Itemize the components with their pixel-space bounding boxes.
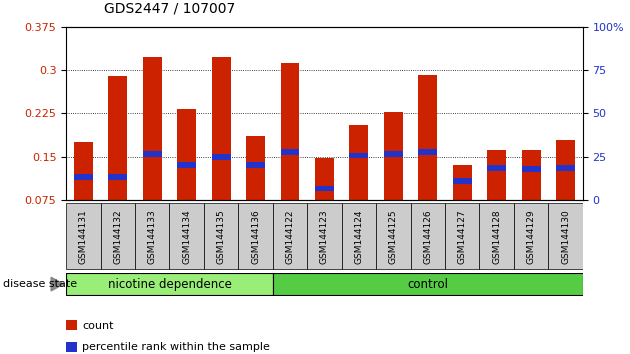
Text: count: count [82,321,113,331]
Bar [74,142,93,200]
Bar [487,165,506,171]
FancyBboxPatch shape [238,203,273,269]
FancyBboxPatch shape [204,203,238,269]
Bar [384,151,403,156]
Bar [315,185,334,191]
Bar [522,150,541,200]
Text: GSM144133: GSM144133 [148,209,157,264]
Text: percentile rank within the sample: percentile rank within the sample [82,342,270,352]
Text: GSM144127: GSM144127 [458,209,467,264]
Text: GDS2447 / 107007: GDS2447 / 107007 [104,2,235,16]
Bar [74,174,93,180]
FancyBboxPatch shape [411,203,445,269]
Text: GSM144132: GSM144132 [113,209,122,264]
Bar [280,149,299,155]
FancyBboxPatch shape [135,203,169,269]
Bar [556,141,575,200]
Text: GSM144122: GSM144122 [285,209,294,263]
Bar [384,112,403,200]
Bar [453,165,472,200]
FancyBboxPatch shape [445,203,479,269]
Text: GSM144135: GSM144135 [217,209,226,264]
Text: disease state: disease state [3,279,77,289]
Bar [418,149,437,155]
Bar [108,174,127,180]
FancyBboxPatch shape [169,203,204,269]
Bar [108,76,127,200]
FancyBboxPatch shape [307,203,341,269]
FancyBboxPatch shape [101,203,135,269]
FancyBboxPatch shape [273,273,583,295]
Bar [177,109,196,200]
Polygon shape [51,277,64,291]
Text: GSM144131: GSM144131 [79,209,88,264]
FancyBboxPatch shape [66,273,273,295]
Text: GSM144124: GSM144124 [355,209,364,263]
Text: control: control [407,278,449,291]
Text: GSM144130: GSM144130 [561,209,570,264]
Text: GSM144125: GSM144125 [389,209,398,264]
Text: nicotine dependence: nicotine dependence [108,278,231,291]
Bar [143,151,162,156]
Bar [246,162,265,168]
FancyBboxPatch shape [66,203,101,269]
FancyBboxPatch shape [376,203,411,269]
FancyBboxPatch shape [341,203,376,269]
Bar [246,136,265,200]
Text: GSM144126: GSM144126 [423,209,432,264]
Text: GSM144128: GSM144128 [492,209,501,264]
Bar [453,178,472,184]
Bar [315,158,334,200]
Bar [177,162,196,168]
Text: GSM144129: GSM144129 [527,209,536,264]
Bar [350,153,369,158]
Bar [280,63,299,200]
Bar [556,165,575,171]
FancyBboxPatch shape [548,203,583,269]
Text: GSM144134: GSM144134 [182,209,191,264]
Text: GSM144123: GSM144123 [320,209,329,264]
Bar [522,166,541,172]
Bar [143,57,162,200]
Bar [350,125,369,200]
FancyBboxPatch shape [479,203,514,269]
Bar [212,57,231,200]
Bar [418,75,437,200]
Bar [212,154,231,160]
Text: GSM144136: GSM144136 [251,209,260,264]
FancyBboxPatch shape [273,203,307,269]
FancyBboxPatch shape [514,203,548,269]
Bar [487,150,506,200]
